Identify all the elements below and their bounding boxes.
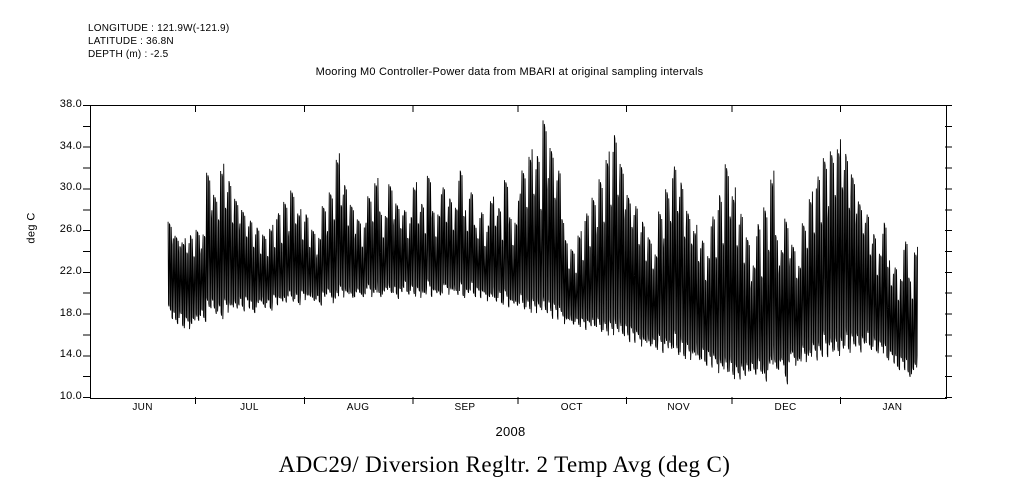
- x-axis-tick-label: JUL: [240, 402, 259, 413]
- x-axis-tick-label: JUN: [132, 402, 153, 413]
- y-axis-tick-label: 18.0: [59, 306, 82, 319]
- y-axis-tick-label: 14.0: [59, 348, 82, 361]
- figure-caption: ADC29/ Diversion Regltr. 2 Temp Avg (deg…: [278, 452, 731, 477]
- data-trace: [91, 106, 946, 398]
- x-axis-tick-label: AUG: [346, 402, 370, 413]
- y-axis-tick-label: 38.0: [59, 98, 82, 110]
- longitude-text: LONGITUDE : 121.9W(-121.9): [88, 23, 230, 34]
- y-axis-tick-label: 22.0: [59, 264, 82, 277]
- latitude-text: LATITUDE : 36.8N: [88, 36, 174, 47]
- plot-area: [90, 105, 947, 399]
- x-axis-label: 2008: [495, 424, 526, 439]
- y-axis-tick-label: 26.0: [59, 223, 82, 236]
- x-axis-tick-label: SEP: [454, 402, 476, 413]
- station-metadata: LONGITUDE : 121.9W(-121.9) LATITUDE : 36…: [88, 22, 229, 61]
- depth-text: DEPTH (m) : -2.5: [88, 49, 169, 60]
- x-axis-tick-label: JAN: [882, 402, 903, 413]
- chart-title: Mooring M0 Controller-Power data from MB…: [315, 66, 704, 78]
- y-axis-label: deg C: [25, 212, 38, 244]
- y-axis-tick-label: 34.0: [59, 139, 82, 152]
- x-axis-tick-label: NOV: [667, 402, 690, 413]
- x-axis-tick-label: DEC: [774, 402, 797, 413]
- y-axis-tick-label: 10.0: [59, 390, 82, 402]
- y-axis-tick-label: 30.0: [59, 181, 82, 194]
- x-axis-tick-label: OCT: [560, 402, 583, 413]
